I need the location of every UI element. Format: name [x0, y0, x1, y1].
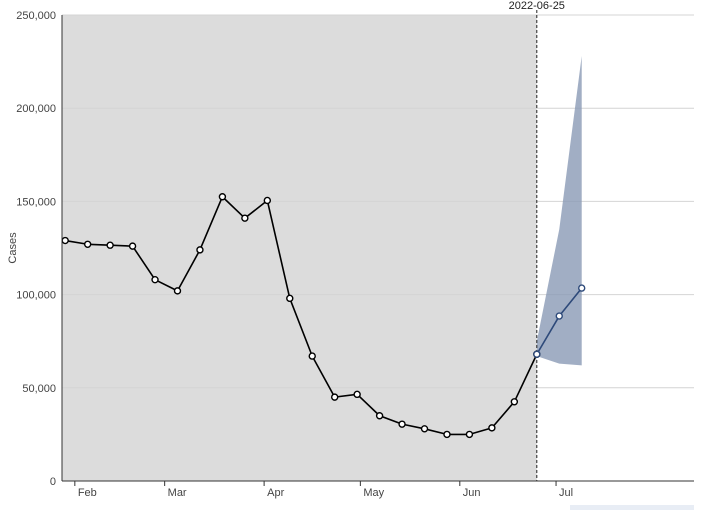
y-axis-ticks: 0 50,000 100,000 150,000 200,000 250,000 [16, 10, 56, 488]
observed-region [62, 15, 537, 481]
x-tick-label-4: Jun [463, 487, 481, 499]
x-tick-label-1: Mar [168, 487, 187, 499]
series-0-point-5[interactable] [173, 287, 182, 295]
series-0-point-3[interactable] [128, 242, 137, 250]
series-0-point-18[interactable] [465, 430, 474, 439]
series-layer [61, 193, 586, 439]
series-0-point-7[interactable] [218, 193, 227, 201]
series-0-point-17[interactable] [443, 430, 451, 439]
y-tick-label-2: 100,000 [16, 290, 56, 302]
series-0-point-19[interactable] [488, 424, 496, 432]
forecast-start-label: 2022-06-25 [509, 0, 565, 12]
series-0-point-1[interactable] [83, 240, 92, 248]
gridlines [62, 14, 694, 389]
series-0-line [65, 195, 538, 436]
y-tick-label-4: 200,000 [16, 103, 56, 115]
series-0-point-16[interactable] [420, 425, 429, 433]
series-0-point-11[interactable] [308, 352, 316, 360]
series-0-point-10[interactable] [286, 294, 294, 303]
series-0-point-9[interactable] [263, 196, 272, 205]
series-0-point-12[interactable] [330, 393, 339, 401]
y-tick-label-5: 250,000 [16, 10, 56, 22]
series-0-point-2[interactable] [106, 241, 114, 249]
series-0-point-0[interactable] [61, 236, 69, 245]
horizontal-scrollbar-track[interactable] [570, 505, 694, 510]
series-1-point-2[interactable] [578, 284, 586, 292]
y-tick-label-1: 50,000 [22, 383, 56, 395]
y-tick-label-0: 0 [50, 476, 56, 488]
series-0-point-15[interactable] [398, 420, 406, 428]
prediction-interval-band [536, 56, 582, 366]
x-tick-label-2: Apr [267, 487, 284, 499]
x-tick-label-3: May [363, 487, 384, 499]
series-1-point-1[interactable] [555, 312, 563, 320]
series-0-point-14[interactable] [375, 412, 384, 420]
y-axis-title: Cases [7, 232, 19, 264]
series-0-point-8[interactable] [241, 214, 249, 222]
series-0-point-13[interactable] [353, 390, 361, 399]
x-axis-ticks: Feb Mar Apr May Jun Jul [74, 481, 573, 499]
series-0-point-6[interactable] [196, 246, 204, 254]
y-tick-label-3: 150,000 [16, 196, 56, 208]
series-1-point-0[interactable] [533, 350, 541, 358]
series-0-point-20[interactable] [510, 398, 519, 406]
x-tick-label-5: Jul [559, 487, 573, 499]
x-tick-label-0: Feb [78, 487, 97, 499]
series-0-point-4[interactable] [151, 275, 159, 284]
